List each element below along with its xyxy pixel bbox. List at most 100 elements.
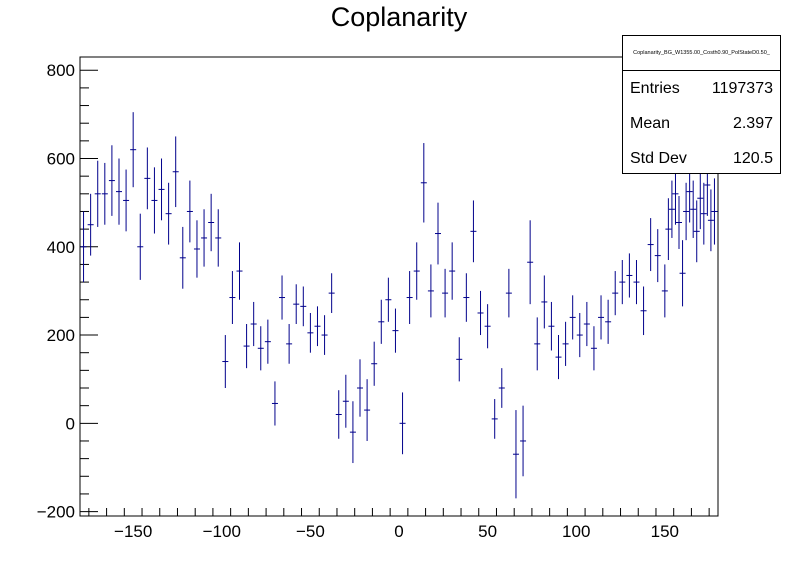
chart-title: Coplanarity xyxy=(330,2,468,32)
data-point xyxy=(208,193,215,252)
y-tick-label: 0 xyxy=(66,414,75,433)
data-point xyxy=(470,200,477,263)
x-tick-label: −50 xyxy=(296,522,325,541)
data-point xyxy=(569,295,576,340)
stats-entries-value: 1197373 xyxy=(711,80,773,97)
y-tick-label: 600 xyxy=(47,150,75,169)
data-point xyxy=(115,158,122,225)
x-tick-label: −100 xyxy=(203,522,241,541)
data-point xyxy=(328,273,335,313)
data-point xyxy=(179,226,186,289)
data-point xyxy=(679,240,686,307)
data-point xyxy=(406,271,413,325)
data-point xyxy=(693,200,700,263)
data-point xyxy=(647,218,654,272)
data-point xyxy=(229,271,236,325)
data-point xyxy=(392,308,399,353)
data-point xyxy=(590,326,597,371)
stats-mean-value: 2.397 xyxy=(732,115,773,132)
data-point xyxy=(236,242,243,300)
x-tick-label: −150 xyxy=(114,522,152,541)
data-point xyxy=(477,290,484,336)
data-point xyxy=(87,193,94,256)
data-point xyxy=(399,392,406,455)
data-point xyxy=(512,410,519,499)
data-point xyxy=(640,286,647,336)
data-point xyxy=(137,213,144,280)
data-point xyxy=(484,304,491,349)
data-point xyxy=(279,275,286,320)
data-point xyxy=(555,335,562,380)
data-point xyxy=(165,182,172,245)
data-point xyxy=(293,284,300,325)
data-point xyxy=(711,178,718,245)
stats-box: Coplanarity_BG_W1355.00_Costh0.90_PolSta… xyxy=(622,35,781,174)
data-point xyxy=(633,260,640,305)
data-point xyxy=(707,189,714,252)
stats-entries-row: Entries 1197373 xyxy=(630,72,773,106)
data-point xyxy=(612,271,619,316)
data-point xyxy=(151,167,158,234)
data-point xyxy=(342,374,349,428)
data-point xyxy=(193,220,200,278)
data-point xyxy=(661,264,668,318)
y-tick-label: 800 xyxy=(47,61,75,80)
stats-stddev-label: Std Dev xyxy=(630,150,687,167)
data-point xyxy=(456,337,463,382)
data-point xyxy=(541,275,548,329)
data-point xyxy=(598,295,605,340)
data-point xyxy=(123,169,130,232)
data-point xyxy=(321,315,328,355)
y-axis: −200 0 200 400 600 800 xyxy=(37,61,98,522)
data-point xyxy=(413,242,420,300)
data-point xyxy=(335,390,342,439)
data-points xyxy=(80,112,718,499)
data-point xyxy=(676,196,683,249)
data-point xyxy=(434,202,441,265)
data-point xyxy=(307,312,314,353)
data-point xyxy=(364,379,371,441)
data-point xyxy=(158,158,165,221)
stats-mean-row: Mean 2.397 xyxy=(630,107,773,141)
data-point xyxy=(654,229,661,283)
data-point xyxy=(264,319,271,364)
data-point xyxy=(626,253,633,298)
data-point xyxy=(690,180,697,238)
data-point xyxy=(286,324,293,364)
stats-entries-label: Entries xyxy=(630,80,680,97)
stats-histogram-name: Coplanarity_BG_W1355.00_Costh0.90_PolSta… xyxy=(623,36,780,71)
x-tick-label: 0 xyxy=(394,522,403,541)
plot-frame xyxy=(79,56,719,517)
data-point xyxy=(130,112,137,188)
y-tick-label: 400 xyxy=(47,238,75,257)
data-point xyxy=(583,301,590,347)
data-point xyxy=(534,317,541,371)
data-point xyxy=(700,182,707,245)
data-point xyxy=(527,220,534,305)
data-point xyxy=(619,260,626,305)
data-point xyxy=(385,277,392,322)
x-tick-label: 150 xyxy=(651,522,679,541)
y-tick-label: −200 xyxy=(37,503,75,522)
data-point xyxy=(349,401,356,464)
data-point xyxy=(94,160,101,227)
data-point xyxy=(101,162,108,225)
x-tick-label: 100 xyxy=(562,522,590,541)
stats-stddev-value: 120.5 xyxy=(732,150,773,167)
data-point xyxy=(562,321,569,366)
data-point xyxy=(378,299,385,344)
data-point xyxy=(108,145,115,216)
data-point xyxy=(201,209,208,267)
data-point xyxy=(243,324,250,369)
data-point xyxy=(215,209,222,267)
data-point xyxy=(172,136,179,208)
data-point xyxy=(449,242,456,300)
data-point xyxy=(314,306,321,347)
y-tick-label: 200 xyxy=(47,326,75,345)
stats-mean-label: Mean xyxy=(630,115,671,132)
data-point xyxy=(576,312,583,358)
data-point xyxy=(463,273,470,322)
data-point xyxy=(371,341,378,386)
